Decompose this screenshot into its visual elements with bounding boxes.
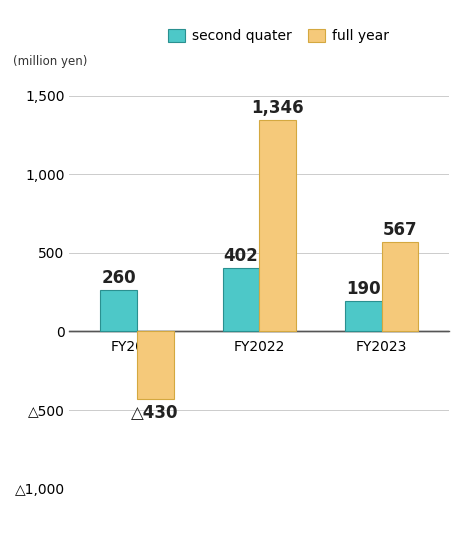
Text: 567: 567 xyxy=(383,221,418,239)
Text: 402: 402 xyxy=(224,247,258,265)
Bar xyxy=(259,120,296,331)
Text: (million yen): (million yen) xyxy=(13,55,87,68)
Text: 190: 190 xyxy=(346,280,381,299)
Text: 1,346: 1,346 xyxy=(251,99,304,117)
Legend: second quater, full year: second quater, full year xyxy=(163,23,394,48)
Text: 260: 260 xyxy=(101,269,136,287)
Bar xyxy=(137,331,174,399)
Bar xyxy=(382,243,419,331)
Bar xyxy=(345,301,382,331)
Text: △430: △430 xyxy=(131,403,179,422)
Bar xyxy=(100,290,137,331)
Bar xyxy=(223,268,259,331)
